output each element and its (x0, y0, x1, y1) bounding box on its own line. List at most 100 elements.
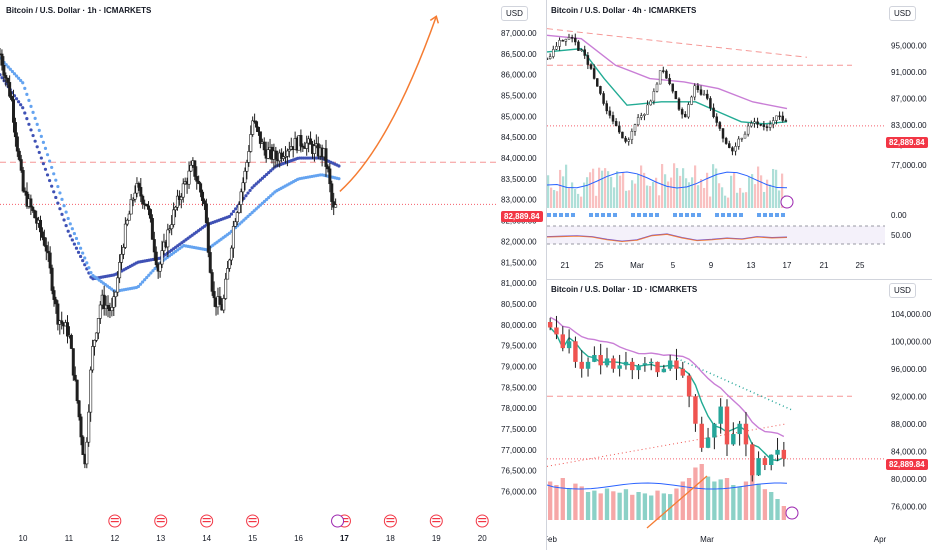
tr-candle-body (624, 137, 627, 142)
left-ma-dot (54, 195, 58, 200)
br-volume-bar (661, 493, 666, 520)
br-orange-arrow (646, 475, 708, 529)
br-volume-bar (680, 481, 685, 520)
tr-volume-bar (682, 168, 685, 208)
tr-ema_slow-line (547, 34, 788, 110)
left-candle-body (299, 135, 303, 147)
left-ma-dot (6, 65, 10, 69)
tr-volume-bar (628, 190, 631, 208)
left-ma-dot (37, 150, 41, 155)
br-candle-body (642, 363, 648, 366)
left-ma-dot (240, 220, 244, 224)
tr-candle-body (589, 64, 593, 69)
tr-volume-bar (607, 171, 610, 208)
left-y-tick-11: 81,500.00 (501, 258, 537, 267)
tr-candle-body (627, 139, 630, 142)
br-candle-body (743, 423, 749, 445)
left-candle-body (73, 374, 77, 381)
bottom-right-currency-button[interactable]: USD (889, 283, 916, 298)
us-flag-stripe (110, 518, 119, 520)
left-y-tick-8: 80,000.00 (501, 321, 537, 330)
left-y-tick-21: 86,500.00 (501, 50, 537, 59)
left-ma-dot (56, 184, 60, 189)
left-candle-body (251, 120, 255, 135)
us-flag-stripe (156, 518, 165, 520)
tr-candle-body (724, 138, 728, 144)
tr-marker (613, 213, 617, 217)
tr-marker (649, 213, 653, 217)
left-y-tick-19: 85,500.00 (501, 92, 537, 101)
left-candle-body (39, 219, 43, 233)
tr-volume-bar (778, 190, 781, 208)
tr-candle-body (561, 40, 564, 42)
tr-candle-body (775, 115, 778, 121)
br-candle-body (712, 423, 717, 438)
top-right-currency-button[interactable]: USD (889, 6, 916, 21)
tr-candle-body (614, 121, 618, 127)
br-volume-bar (705, 476, 711, 520)
left-candle-body (0, 53, 4, 66)
left-ma-dot (19, 103, 23, 107)
left-candle-body (312, 145, 316, 154)
left-ma-dot (17, 100, 21, 104)
left-candle-body (118, 262, 122, 279)
tr-candle-body (702, 93, 706, 96)
tr-marker (739, 213, 743, 217)
br-volume-bar (630, 494, 635, 520)
tr-volume-bar (763, 191, 766, 208)
left-ma-dot (21, 81, 25, 85)
us-flag-stripe (432, 521, 441, 523)
tr-candle-body (564, 38, 568, 42)
left-candle-body (239, 191, 243, 205)
tr-volume-bar (781, 173, 784, 208)
left-ma-dot (27, 122, 31, 126)
left-ma-dot (143, 278, 147, 282)
us-flag-stripe (340, 521, 349, 523)
left-candle-body (233, 221, 237, 227)
br-volume-bar (579, 486, 584, 520)
tr-volume-bar (616, 171, 619, 208)
vertical-divider[interactable] (546, 0, 547, 550)
tr-marker (643, 213, 647, 217)
left-candle-body (201, 191, 205, 201)
br-volume-bar (566, 488, 572, 520)
top-right-chart-svg[interactable]: 77,000.0080,000.0083,000.0087,000.0091,0… (547, 0, 932, 279)
us-flag-stripe (386, 521, 395, 523)
left-candle-body (96, 318, 100, 334)
left-chart-svg[interactable]: 76,000.00 76,500.00 77,000.00 77,500.00 78,0… (0, 0, 546, 550)
bottom-right-chart-svg[interactable]: 76,000.00 80,000.00 84,000.00 88,000.00 92,0… (547, 280, 932, 550)
horizontal-divider[interactable] (546, 279, 932, 280)
left-chart-pane[interactable]: 76,000.00 76,500.00 77,000.00 77,500.00 78,0… (0, 0, 546, 550)
left-candle-body (245, 162, 249, 172)
left-candle-body (147, 205, 151, 210)
tr-candle-body (746, 125, 750, 135)
tr-candle-body (580, 49, 583, 51)
left-candle-body (121, 247, 125, 255)
left-candle-body (154, 251, 158, 265)
br-candle-body (579, 361, 584, 369)
tr-volume-bar (739, 187, 742, 208)
left-ma-dot (37, 128, 41, 132)
tr-volume-bar (694, 165, 697, 208)
tr-candle-body (662, 70, 665, 72)
tr-volume-bar (565, 164, 568, 208)
left-candle-body (258, 131, 262, 144)
top-right-chart-pane[interactable]: 77,000.0080,000.0083,000.0087,000.0091,0… (547, 0, 932, 279)
br-candle-body (705, 437, 711, 448)
br-volume-bar (775, 499, 780, 520)
bottom-right-chart-pane[interactable]: 76,000.00 80,000.00 84,000.00 88,000.00 92,0… (547, 280, 932, 550)
br-lightning-icon (785, 506, 799, 520)
left-candle-body (208, 252, 212, 273)
tr-marker (637, 213, 641, 217)
br-candle-body (674, 360, 679, 369)
left-ma-dot (244, 194, 248, 198)
tr-volume-bar (703, 187, 706, 208)
tr-candle-body (687, 104, 690, 118)
us-flag-stripe (386, 518, 395, 520)
left-candle-body (52, 290, 56, 300)
left-ma-dot (246, 191, 250, 195)
tr-volume-bar (757, 166, 760, 208)
left-candle-body (85, 441, 89, 465)
left-currency-button[interactable]: USD (501, 6, 528, 21)
tr-marker (601, 213, 605, 217)
